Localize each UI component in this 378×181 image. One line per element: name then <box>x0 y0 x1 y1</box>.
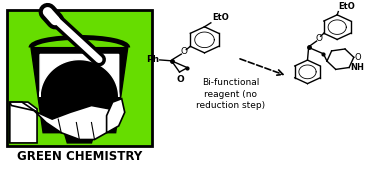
Polygon shape <box>10 102 113 140</box>
Text: EtO: EtO <box>212 13 229 22</box>
Text: Ph: Ph <box>147 55 160 64</box>
Text: O: O <box>177 75 184 84</box>
Polygon shape <box>40 54 119 97</box>
Text: Bi-functional
reagent (no
reduction step): Bi-functional reagent (no reduction step… <box>196 78 265 110</box>
Text: EtO: EtO <box>338 2 355 11</box>
Polygon shape <box>31 48 128 133</box>
Polygon shape <box>64 133 94 143</box>
Polygon shape <box>107 99 125 133</box>
Text: O: O <box>315 34 322 43</box>
Bar <box>7 10 152 146</box>
Text: GREEN CHEMISTRY: GREEN CHEMISTRY <box>17 150 142 163</box>
Polygon shape <box>10 102 37 143</box>
Text: NH: NH <box>350 63 364 72</box>
Text: O: O <box>181 47 187 56</box>
Text: O: O <box>355 53 361 62</box>
